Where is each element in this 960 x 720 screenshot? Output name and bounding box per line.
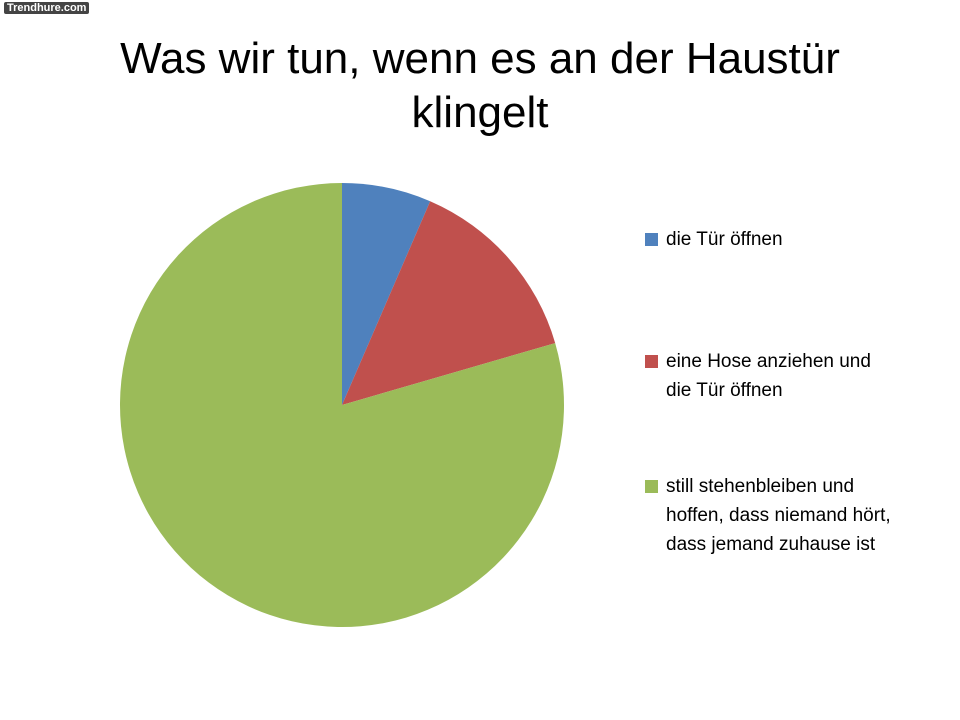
- watermark: Trendhure.com: [4, 2, 90, 14]
- legend-label: eine Hose anziehen und die Tür öffnen: [666, 351, 871, 401]
- legend-swatch: [645, 480, 658, 493]
- legend-entry: eine Hose anziehen und die Tür öffnen: [645, 347, 895, 405]
- legend-entry: die Tür öffnen: [645, 225, 895, 254]
- pie-slice: [342, 201, 556, 405]
- legend-label: still stehenbleiben und hoffen, dass nie…: [666, 476, 891, 555]
- pie-slice: [119, 183, 564, 627]
- legend-entry: still stehenbleiben und hoffen, dass nie…: [645, 472, 895, 559]
- pie-slice: [342, 183, 431, 405]
- chart-title: Was wir tun, wenn es an der Haustür klin…: [120, 34, 840, 137]
- legend-swatch: [645, 233, 658, 246]
- legend-swatch: [645, 355, 658, 368]
- legend-label: die Tür öffnen: [666, 229, 783, 250]
